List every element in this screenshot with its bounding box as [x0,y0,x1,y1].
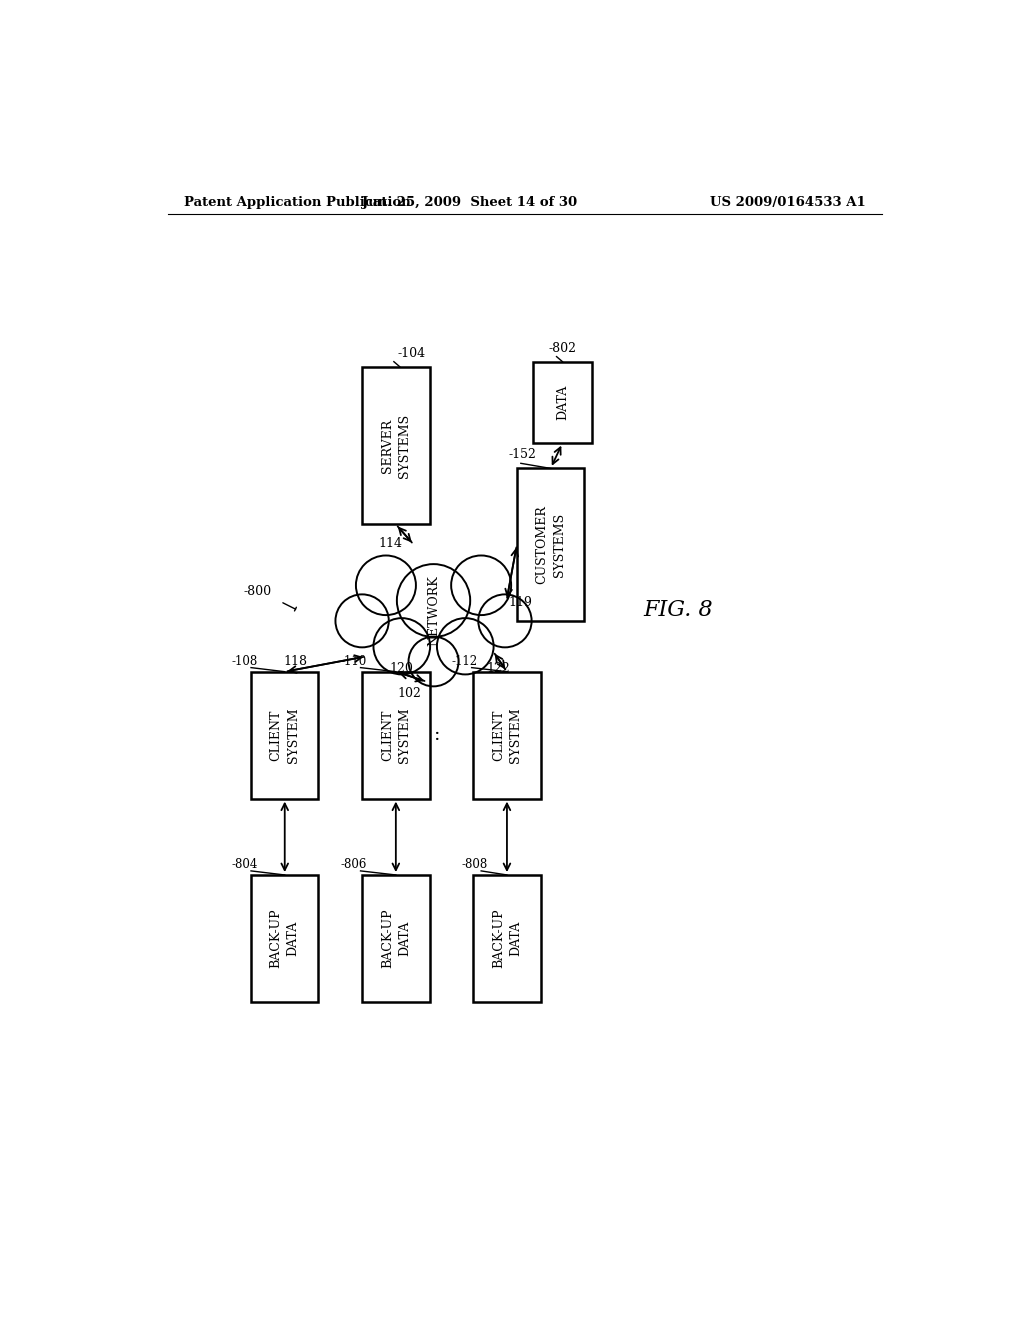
Ellipse shape [336,594,389,647]
Ellipse shape [452,556,511,615]
Text: -800: -800 [243,586,271,598]
Text: -802: -802 [549,342,577,355]
Ellipse shape [437,618,494,675]
Bar [251,672,318,799]
Bar [362,875,430,1002]
Text: 119: 119 [509,595,532,609]
Text: 122: 122 [486,661,510,675]
Text: :: : [433,726,440,744]
Text: -804: -804 [231,858,258,871]
Ellipse shape [409,636,459,686]
Text: CLIENT
SYSTEM: CLIENT SYSTEM [381,708,411,763]
Text: 120: 120 [390,661,414,675]
Text: -104: -104 [397,347,426,359]
Text: -152: -152 [509,449,537,461]
Ellipse shape [356,556,416,615]
Text: -808: -808 [461,858,487,871]
Text: CLIENT
SYSTEM: CLIENT SYSTEM [492,708,522,763]
Text: Patent Application Publication: Patent Application Publication [183,195,411,209]
Ellipse shape [374,618,430,675]
Text: BACK-UP
DATA: BACK-UP DATA [381,908,411,969]
Text: FIG. 8: FIG. 8 [644,599,714,620]
Text: SERVER
SYSTEMS: SERVER SYSTEMS [381,413,411,478]
Bar [532,362,592,444]
Text: -112: -112 [452,655,478,668]
Text: DATA: DATA [556,384,569,420]
Bar [362,367,430,524]
Text: BACK-UP
DATA: BACK-UP DATA [492,908,522,969]
Text: -110: -110 [341,655,367,668]
Text: CLIENT
SYSTEM: CLIENT SYSTEM [269,708,300,763]
Bar [251,875,318,1002]
Text: CUSTOMER
SYSTEMS: CUSTOMER SYSTEMS [536,506,565,583]
Ellipse shape [478,594,531,647]
Bar [473,672,541,799]
Text: 118: 118 [284,655,307,668]
Text: BACK-UP
DATA: BACK-UP DATA [269,908,300,969]
Text: -108: -108 [231,655,257,668]
Bar [362,672,430,799]
Ellipse shape [397,564,470,638]
Text: 102: 102 [397,688,422,700]
Text: Jun. 25, 2009  Sheet 14 of 30: Jun. 25, 2009 Sheet 14 of 30 [361,195,577,209]
Text: NETWORK: NETWORK [427,576,440,645]
Text: US 2009/0164533 A1: US 2009/0164533 A1 [711,195,866,209]
Bar [473,875,541,1002]
Text: -806: -806 [341,858,367,871]
Bar [517,469,585,620]
Text: 114: 114 [378,537,402,549]
